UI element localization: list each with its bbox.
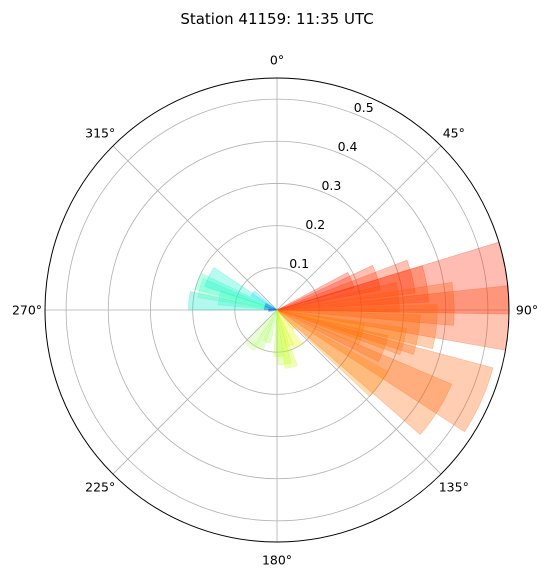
radius-tick-label-1: 0.2 xyxy=(305,217,325,232)
bar-0 xyxy=(276,271,355,311)
radius-tick-labels: 0.1 0.2 0.3 0.4 0.5 xyxy=(289,100,373,271)
angle-tick-label-3: 135° xyxy=(439,479,469,494)
angle-tick-labels: 0° 45° 90° 135° 180° 225° 270° 315° xyxy=(12,53,538,568)
radius-tick-label-3: 0.4 xyxy=(338,139,358,154)
bar-28 xyxy=(194,272,278,311)
angle-tick-label-6: 270° xyxy=(12,303,42,318)
chart-title: Station 41159: 11:35 UTC xyxy=(180,10,373,28)
radius-tick-label-0: 0.1 xyxy=(289,256,309,271)
bar-24 xyxy=(244,309,278,351)
bar-5 xyxy=(276,282,400,313)
bar-14 xyxy=(276,309,453,435)
angle-tick-label-1: 45° xyxy=(443,126,465,141)
angular-grid xyxy=(45,78,509,542)
bar-15 xyxy=(276,309,389,397)
angle-gridline-7 xyxy=(112,145,278,311)
bar-9 xyxy=(276,309,421,355)
angle-gridline-1 xyxy=(276,145,442,311)
bar-18 xyxy=(276,309,295,348)
bar-3 xyxy=(276,265,429,311)
bar-13 xyxy=(276,309,494,433)
bar-17 xyxy=(276,309,303,350)
angle-tick-label-2: 90° xyxy=(516,303,538,318)
angle-tick-label-7: 315° xyxy=(85,126,115,141)
bar-11 xyxy=(276,309,365,346)
angle-tick-label-5: 225° xyxy=(85,479,115,494)
bar-2 xyxy=(276,259,416,311)
bar-23 xyxy=(253,309,278,351)
bar-10 xyxy=(276,309,407,356)
angle-gridline-5 xyxy=(112,309,278,475)
radius-tick-label-4: 0.5 xyxy=(354,100,374,115)
angle-tick-label-4: 180° xyxy=(262,553,292,568)
bar-8 xyxy=(276,304,438,350)
bar-22 xyxy=(262,309,278,344)
bar-12 xyxy=(276,309,389,363)
polar-frame xyxy=(44,77,510,543)
angle-tick-label-0: 0° xyxy=(270,53,284,68)
bar-31 xyxy=(264,306,278,311)
radius-tick-label-2: 0.3 xyxy=(321,178,341,193)
bar-1 xyxy=(276,265,381,311)
bar-32 xyxy=(264,303,278,311)
bar-19 xyxy=(276,309,298,369)
bar-33 xyxy=(268,308,278,312)
bar-series xyxy=(188,241,510,435)
bar-20 xyxy=(276,309,292,366)
bar-16 xyxy=(276,309,298,331)
bar-21 xyxy=(273,309,284,357)
bar-25 xyxy=(188,291,278,311)
bar-29 xyxy=(204,267,278,311)
bar-30 xyxy=(250,290,278,311)
angle-gridline-3 xyxy=(276,309,442,475)
bar-27 xyxy=(197,278,278,311)
bar-34 xyxy=(268,309,278,313)
bar-26 xyxy=(217,290,278,311)
bar-6 xyxy=(276,281,455,326)
